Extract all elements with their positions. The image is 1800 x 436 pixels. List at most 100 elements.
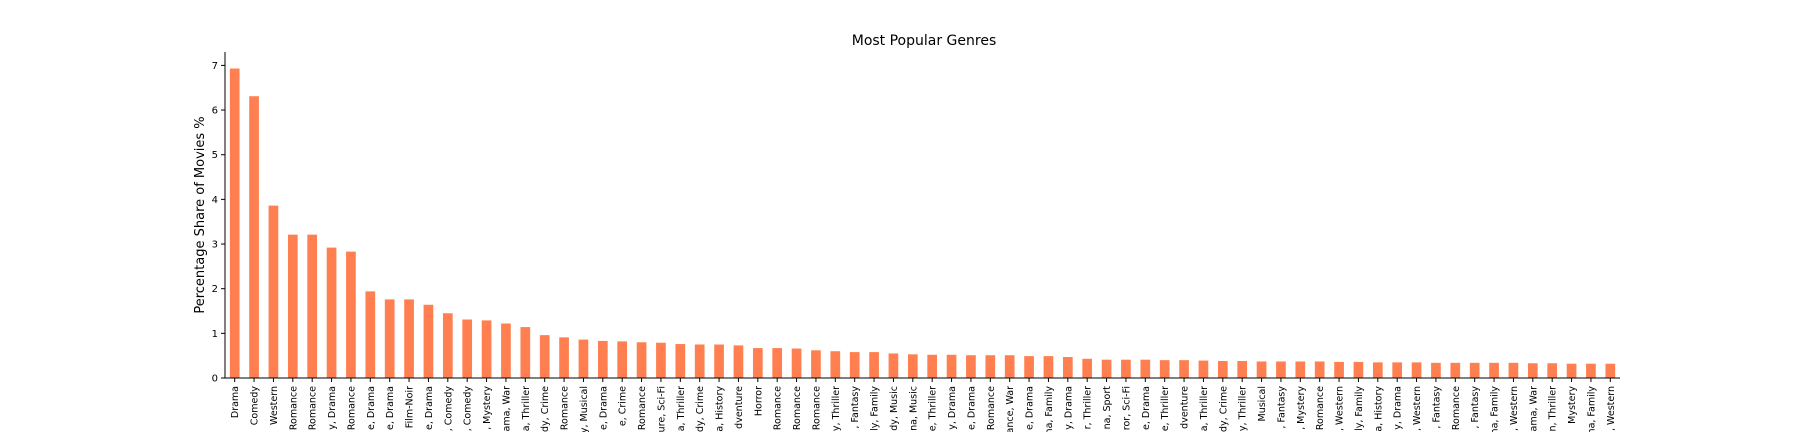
- x-tick-label: , Mystery: [482, 386, 493, 430]
- bar: [1004, 355, 1015, 378]
- bar: [229, 68, 240, 379]
- x-tick-label: a, History: [1373, 386, 1384, 432]
- bar: [1140, 359, 1151, 378]
- y-tick-label: 7: [212, 61, 218, 72]
- bar: [966, 355, 976, 378]
- bar: [1469, 362, 1480, 378]
- x-tick-label: ror, Sci-Fi: [1121, 386, 1132, 430]
- x-tick-label: Mystery: [1567, 386, 1578, 424]
- bar: [772, 348, 783, 378]
- bar: [1062, 357, 1073, 378]
- bar: [559, 337, 569, 378]
- bar: [597, 340, 608, 378]
- x-tick-label: Romance: [288, 386, 299, 430]
- x-tick-label: y, Drama: [327, 386, 338, 430]
- bar: [1605, 363, 1616, 378]
- y-tick-label: 0: [212, 374, 218, 385]
- bar: [1586, 363, 1596, 378]
- x-tick-label: Horror: [753, 386, 764, 416]
- x-tick-label: dy, Crime: [695, 386, 706, 432]
- y-axis-ticks: 0 1 2 3 4 5 6 7: [212, 61, 225, 385]
- chart-title: Most Popular Genres: [852, 33, 997, 49]
- bar: [1217, 361, 1228, 378]
- x-tick-label: Romance: [811, 386, 822, 430]
- bar: [714, 344, 724, 378]
- x-tick-label: ly, Family: [1354, 386, 1365, 431]
- bar: [694, 344, 705, 378]
- bar: [752, 348, 763, 378]
- bar: [423, 304, 434, 378]
- bar: [1043, 356, 1054, 378]
- bar: [1314, 361, 1325, 378]
- y-tick-label: 4: [212, 195, 218, 206]
- x-tick-label: Romance: [1451, 386, 1462, 430]
- x-tick-label: Western: [269, 386, 280, 425]
- bar: [1334, 361, 1344, 378]
- x-tick-label: Comedy: [250, 386, 261, 426]
- x-tick-label: na, Family: [1586, 386, 1597, 432]
- bar: [1527, 363, 1538, 378]
- x-tick-label: e, Thriller: [1160, 386, 1171, 431]
- bar: [1121, 359, 1131, 378]
- bar: [985, 355, 996, 378]
- bar: [617, 341, 628, 378]
- bar: [1450, 362, 1461, 378]
- x-tick-label: , Fantasy: [850, 386, 861, 429]
- bar: [1566, 363, 1577, 378]
- x-tick-label: , Fantasy: [1470, 386, 1481, 429]
- x-tick-label: e, Drama: [385, 386, 396, 430]
- x-tick-label: e, Drama: [598, 386, 609, 430]
- x-tick-label: dventure: [1180, 386, 1191, 429]
- x-tick-label: Romance: [560, 386, 571, 430]
- bar: [1295, 361, 1306, 378]
- x-tick-label: na, Music: [908, 386, 919, 431]
- x-tick-label: e, Drama: [966, 386, 977, 430]
- x-tick-label: , Fantasy: [1431, 386, 1442, 429]
- bar: [1372, 362, 1383, 378]
- bar: [1353, 361, 1364, 378]
- bar: [1101, 359, 1112, 378]
- x-tick-label: , Fantasy: [1276, 386, 1287, 429]
- bar: [1276, 361, 1286, 378]
- x-tick-label: Drama: [230, 386, 241, 418]
- x-tick-label: na, Family: [1044, 386, 1055, 432]
- bar: [1159, 360, 1170, 378]
- bar: [830, 351, 841, 378]
- bar: [539, 335, 550, 378]
- bar: [888, 353, 899, 378]
- bar: [1489, 362, 1499, 378]
- bar: [249, 96, 259, 379]
- x-tick-label: Romance: [637, 386, 648, 430]
- bars: [229, 68, 1616, 379]
- bar: [268, 205, 279, 378]
- x-tick-label: e, Crime: [618, 386, 629, 426]
- x-tick-label: dy, Music: [889, 386, 900, 431]
- bar: [946, 354, 957, 378]
- x-tick-label: , Western: [1509, 386, 1520, 431]
- bar: [791, 348, 802, 378]
- bar: [869, 352, 879, 378]
- x-tick-label: r, Thriller: [1083, 386, 1094, 429]
- bar: [520, 327, 531, 378]
- bar: [1431, 362, 1441, 378]
- x-tick-label: a, Thriller: [676, 386, 687, 431]
- bar: [404, 299, 414, 378]
- x-tick-label: y, Drama: [947, 386, 958, 430]
- y-tick-label: 1: [212, 329, 218, 340]
- x-tick-label: Romance: [1315, 386, 1326, 430]
- x-tick-label: ly, Family: [870, 386, 881, 431]
- bar: [636, 342, 647, 378]
- x-tick-label: Romance: [346, 386, 357, 430]
- bar: [1024, 356, 1034, 378]
- y-tick-label: 2: [212, 284, 218, 295]
- x-tick-label: dy, Crime: [540, 386, 551, 432]
- x-tick-label: ama, War: [501, 386, 512, 432]
- bar: [307, 234, 318, 378]
- x-tick-label: dy, Crime: [1218, 386, 1229, 432]
- bar: [326, 247, 337, 378]
- x-tick-label: a, History: [715, 386, 726, 432]
- x-tick-label: Romance: [986, 386, 997, 430]
- x-tick-label: e, Drama: [1025, 386, 1036, 430]
- x-tick-label: , Comedy: [443, 386, 454, 432]
